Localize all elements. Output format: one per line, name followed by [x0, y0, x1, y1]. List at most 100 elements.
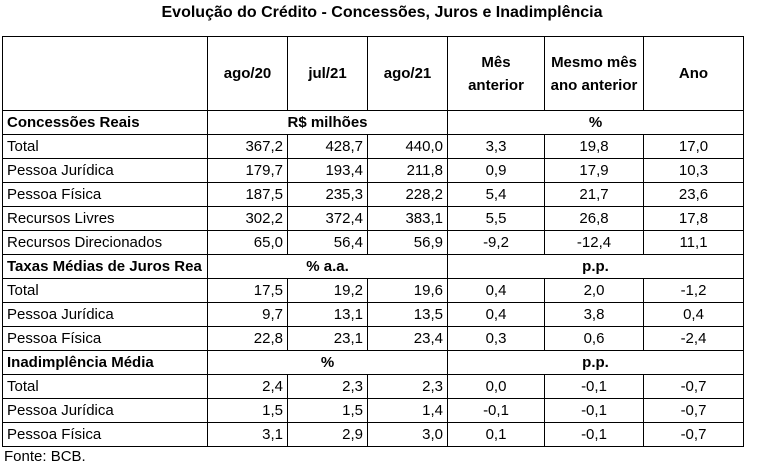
- section-change-unit: %: [447, 110, 744, 135]
- value-cell: 428,7: [287, 134, 368, 159]
- value-cell: 56,9: [367, 230, 448, 255]
- change-cell: 17,8: [643, 206, 744, 231]
- value-cell: 2,3: [367, 374, 448, 399]
- column-header-previous-month: Mês anterior: [447, 36, 545, 111]
- change-cell: -0,1: [544, 398, 644, 423]
- change-cell: 23,6: [643, 182, 744, 207]
- change-cell: 0,3: [447, 326, 545, 351]
- column-header-same-month-last-year: Mesmo mês ano anterior: [544, 36, 644, 111]
- value-cell: 302,2: [207, 206, 288, 231]
- table-row: Pessoa Jurídica 179,7 193,4 211,8 0,9 17,9 10,…: [2, 158, 744, 183]
- table-row: Total 367,2 428,7 440,0 3,3 19,8 17,0: [2, 134, 744, 159]
- row-label: Total: [2, 374, 208, 399]
- change-cell: -0,1: [447, 398, 545, 423]
- change-cell: 0,0: [447, 374, 545, 399]
- change-cell: 0,4: [447, 278, 545, 303]
- row-label: Pessoa Física: [2, 182, 208, 207]
- table-row: Pessoa Física 187,5 235,3 228,2 5,4 21,7 23,6: [2, 182, 744, 207]
- change-cell: 2,0: [544, 278, 644, 303]
- value-cell: 179,7: [207, 158, 288, 183]
- column-header: ago/21: [367, 36, 448, 111]
- change-cell: -1,2: [643, 278, 744, 303]
- change-cell: -12,4: [544, 230, 644, 255]
- change-cell: -9,2: [447, 230, 545, 255]
- row-label: Pessoa Física: [2, 422, 208, 447]
- header-line: Mês: [481, 53, 511, 71]
- credit-table: ago/20 jul/21 ago/21 Mês anterior Mesmo …: [2, 36, 744, 447]
- value-cell: 440,0: [367, 134, 448, 159]
- change-cell: 0,1: [447, 422, 545, 447]
- change-cell: -0,7: [643, 374, 744, 399]
- header-blank-cell: [2, 36, 208, 111]
- table-row: Total 17,5 19,2 19,6 0,4 2,0 -1,2: [2, 278, 744, 303]
- row-label: Pessoa Jurídica: [2, 302, 208, 327]
- value-cell: 2,4: [207, 374, 288, 399]
- row-label: Total: [2, 134, 208, 159]
- section-change-unit: p.p.: [447, 254, 744, 279]
- table-row: Total 2,4 2,3 2,3 0,0 -0,1 -0,7: [2, 374, 744, 399]
- value-cell: 23,4: [367, 326, 448, 351]
- row-label: Recursos Livres: [2, 206, 208, 231]
- value-cell: 193,4: [287, 158, 368, 183]
- column-header-year: Ano: [643, 36, 744, 111]
- change-cell: 3,8: [544, 302, 644, 327]
- value-cell: 19,6: [367, 278, 448, 303]
- change-cell: -2,4: [643, 326, 744, 351]
- row-label: Recursos Direcionados: [2, 230, 208, 255]
- change-cell: -0,7: [643, 422, 744, 447]
- change-cell: 17,9: [544, 158, 644, 183]
- change-cell: 3,3: [447, 134, 545, 159]
- table-row: Recursos Direcionados 65,0 56,4 56,9 -9,2 -12…: [2, 230, 744, 255]
- row-label: Pessoa Jurídica: [2, 158, 208, 183]
- value-cell: 367,2: [207, 134, 288, 159]
- value-cell: 2,9: [287, 422, 368, 447]
- value-cell: 228,2: [367, 182, 448, 207]
- change-cell: 5,5: [447, 206, 545, 231]
- value-cell: 187,5: [207, 182, 288, 207]
- value-cell: 56,4: [287, 230, 368, 255]
- value-cell: 22,8: [207, 326, 288, 351]
- change-cell: 11,1: [643, 230, 744, 255]
- table-row: Pessoa Jurídica 9,7 13,1 13,5 0,4 3,8 0,4: [2, 302, 744, 327]
- change-cell: 19,8: [544, 134, 644, 159]
- change-cell: -0,7: [643, 398, 744, 423]
- header-line: anterior: [468, 76, 524, 94]
- change-cell: 0,9: [447, 158, 545, 183]
- section-header-row: Inadimplência Média% p.p.: [2, 350, 744, 375]
- table-row: Pessoa Física 22,8 23,1 23,4 0,3 0,6 -2,4: [2, 326, 744, 351]
- change-cell: -0,1: [544, 422, 644, 447]
- value-cell: 9,7: [207, 302, 288, 327]
- header-line: ano anterior: [550, 76, 638, 94]
- section-level-unit: % a.a.: [207, 254, 448, 279]
- value-cell: 383,1: [367, 206, 448, 231]
- value-cell: 1,5: [287, 398, 368, 423]
- change-cell: 5,4: [447, 182, 545, 207]
- change-cell: 0,6: [544, 326, 644, 351]
- change-cell: 0,4: [643, 302, 744, 327]
- section-name: Inadimplência Média: [2, 350, 208, 375]
- value-cell: 13,5: [367, 302, 448, 327]
- section-level-unit: R$ milhões: [207, 110, 448, 135]
- table-title: Evolução do Crédito - Concessões, Juros …: [161, 4, 603, 21]
- value-cell: 13,1: [287, 302, 368, 327]
- column-header: jul/21: [287, 36, 368, 111]
- value-cell: 17,5: [207, 278, 288, 303]
- row-label: Pessoa Jurídica: [2, 398, 208, 423]
- value-cell: 2,3: [287, 374, 368, 399]
- change-cell: 21,7: [544, 182, 644, 207]
- change-cell: 26,8: [544, 206, 644, 231]
- change-cell: 17,0: [643, 134, 744, 159]
- value-cell: 211,8: [367, 158, 448, 183]
- section-name: Concessões Reais: [2, 110, 208, 135]
- change-cell: 10,3: [643, 158, 744, 183]
- column-header: ago/20: [207, 36, 288, 111]
- value-cell: 65,0: [207, 230, 288, 255]
- section-header-row: Taxas Médias de Juros Rea% a.a. p.p.: [2, 254, 744, 279]
- section-level-unit: %: [207, 350, 448, 375]
- header-line: Mesmo mês: [551, 53, 637, 71]
- value-cell: 235,3: [287, 182, 368, 207]
- source-note: Fonte: BCB.: [4, 448, 86, 465]
- section-change-unit: p.p.: [447, 350, 744, 375]
- table-row: Pessoa Física 3,1 2,9 3,0 0,1 -0,1 -0,7: [2, 422, 744, 447]
- value-cell: 3,1: [207, 422, 288, 447]
